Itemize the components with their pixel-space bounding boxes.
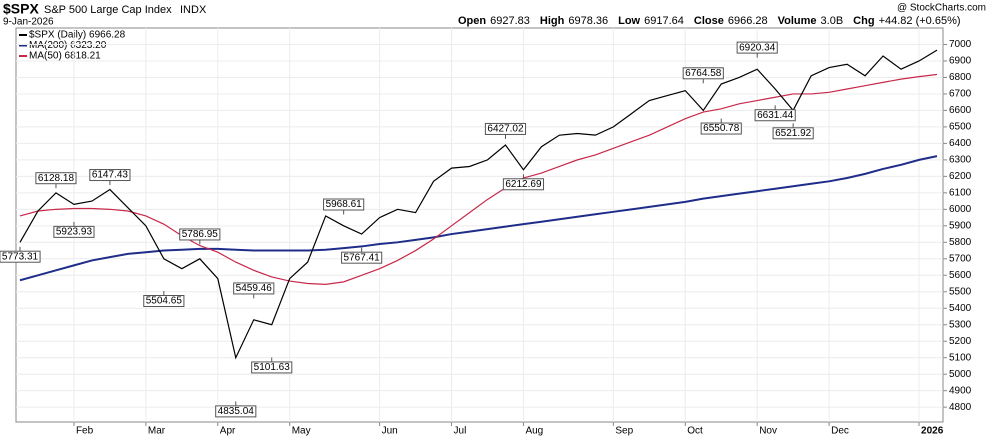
point-label: 5767.41 bbox=[344, 252, 381, 263]
point-label: 6631.44 bbox=[757, 110, 794, 121]
point-label-box bbox=[215, 405, 257, 418]
point-label: 4835.04 bbox=[218, 406, 255, 417]
point-label: 5968.61 bbox=[326, 199, 363, 210]
quote-value: 3.0B bbox=[821, 15, 844, 27]
y-tick-label: 4800 bbox=[949, 402, 972, 413]
point-label: 6147.43 bbox=[92, 170, 129, 181]
y-tick-label: 6100 bbox=[949, 187, 972, 198]
y-tick-label: 5100 bbox=[949, 352, 972, 363]
point-label-box bbox=[502, 178, 545, 191]
chart-title: S&P 500 Large Cap Index bbox=[44, 4, 172, 16]
y-tick-label: 6600 bbox=[949, 105, 972, 116]
quote-label: High bbox=[540, 15, 565, 27]
x-tick-label: Sep bbox=[615, 426, 633, 437]
y-tick-label: 6800 bbox=[949, 72, 972, 83]
symbol: $SPX bbox=[3, 1, 39, 17]
point-label: 6764.58 bbox=[685, 68, 722, 79]
x-tick-label: Apr bbox=[220, 426, 236, 437]
point-label-box bbox=[700, 122, 742, 135]
credit: @ StockCharts.com bbox=[897, 3, 986, 14]
point-label: 5786.95 bbox=[182, 229, 219, 240]
y-tick-label: 5900 bbox=[949, 220, 972, 231]
y-tick-label: 6700 bbox=[949, 89, 972, 100]
y-tick-label: 4900 bbox=[949, 385, 972, 396]
x-tick-label: May bbox=[292, 426, 311, 437]
x-tick-label: Jun bbox=[382, 426, 398, 437]
y-tick-label: 5300 bbox=[949, 319, 972, 330]
point-label: 6427.02 bbox=[487, 124, 524, 135]
y-tick-label: 6000 bbox=[949, 204, 972, 215]
point-label: 6550.78 bbox=[703, 123, 740, 134]
point-label: 6521.92 bbox=[775, 128, 812, 139]
y-tick-label: 7000 bbox=[949, 39, 972, 50]
point-label-box bbox=[323, 198, 365, 211]
x-tick-label: Aug bbox=[525, 426, 543, 437]
quote-value: 6966.28 bbox=[728, 15, 768, 27]
x-tick-label: Feb bbox=[76, 426, 94, 437]
exchange: INDX bbox=[180, 4, 207, 16]
quote-label: Volume bbox=[778, 15, 817, 27]
point-label: 5101.63 bbox=[254, 362, 291, 373]
x-tick-label: Oct bbox=[687, 426, 703, 437]
quote-label: Close bbox=[694, 15, 724, 27]
quote: Open 6927.83 High 6978.36 Low 6917.64 Close 696… bbox=[458, 15, 961, 27]
point-label-box bbox=[143, 294, 185, 307]
ma-line bbox=[19, 73, 938, 285]
quote-value: +44.82 (+0.65%) bbox=[879, 15, 961, 27]
y-tick-label: 5600 bbox=[949, 270, 972, 281]
point-label: 5923.93 bbox=[56, 227, 93, 238]
quote-label: Low bbox=[618, 15, 640, 27]
point-label-box bbox=[35, 172, 77, 185]
x-tick-label: Mar bbox=[148, 426, 166, 437]
y-tick-label: 5800 bbox=[949, 237, 972, 248]
x-tick-label: Jul bbox=[454, 426, 467, 437]
quote-label: Chg bbox=[853, 15, 874, 27]
point-label-box bbox=[89, 169, 131, 182]
point-label-box bbox=[179, 228, 221, 241]
point-label-box bbox=[251, 361, 293, 374]
quote-value: 6978.36 bbox=[568, 15, 608, 27]
quote-label: Open bbox=[458, 15, 486, 27]
point-label-box bbox=[682, 67, 724, 80]
legend-label: $SPX (Daily) 6966.28 bbox=[29, 30, 126, 41]
y-tick-label: 6400 bbox=[949, 138, 972, 149]
legend-label: MA(50) 6818.21 bbox=[29, 51, 101, 62]
point-label: 6212.69 bbox=[505, 179, 542, 190]
point-label-box bbox=[341, 251, 383, 264]
point-label-box bbox=[233, 282, 275, 295]
point-label-box bbox=[736, 41, 778, 54]
y-tick-label: 6500 bbox=[949, 122, 972, 133]
legend-label: MA(200) 6323.20 bbox=[29, 40, 107, 51]
quote-value: 6917.64 bbox=[644, 15, 684, 27]
y-tick-label: 6900 bbox=[949, 56, 972, 67]
y-tick-label: 5500 bbox=[949, 286, 972, 297]
quote-value: 6927.83 bbox=[490, 15, 530, 27]
x-tick-label: Dec bbox=[831, 426, 849, 437]
point-label: 5504.65 bbox=[146, 296, 183, 307]
y-tick-label: 6200 bbox=[949, 171, 972, 182]
plot-frame bbox=[15, 27, 944, 423]
y-tick-label: 5700 bbox=[949, 253, 972, 264]
x-tick-label: 2026 bbox=[921, 426, 944, 437]
point-label: 6128.18 bbox=[38, 173, 75, 184]
point-label: 5459.46 bbox=[236, 283, 273, 294]
ma-line bbox=[19, 155, 938, 282]
point-label-box bbox=[53, 225, 95, 238]
x-tick-label: Nov bbox=[759, 426, 777, 437]
y-tick-label: 5000 bbox=[949, 369, 972, 380]
y-tick-label: 5200 bbox=[949, 336, 972, 347]
point-label-box bbox=[484, 122, 527, 135]
y-tick-label: 5400 bbox=[949, 303, 972, 314]
y-tick-label: 6300 bbox=[949, 155, 972, 166]
point-label: 6920.34 bbox=[739, 42, 776, 53]
price-line bbox=[19, 49, 938, 360]
point-label-box bbox=[772, 127, 814, 140]
date: 9-Jan-2026 bbox=[3, 17, 54, 28]
point-label-box bbox=[754, 109, 796, 122]
point-label: 5773.31 bbox=[2, 251, 39, 262]
point-label-box bbox=[0, 250, 41, 263]
